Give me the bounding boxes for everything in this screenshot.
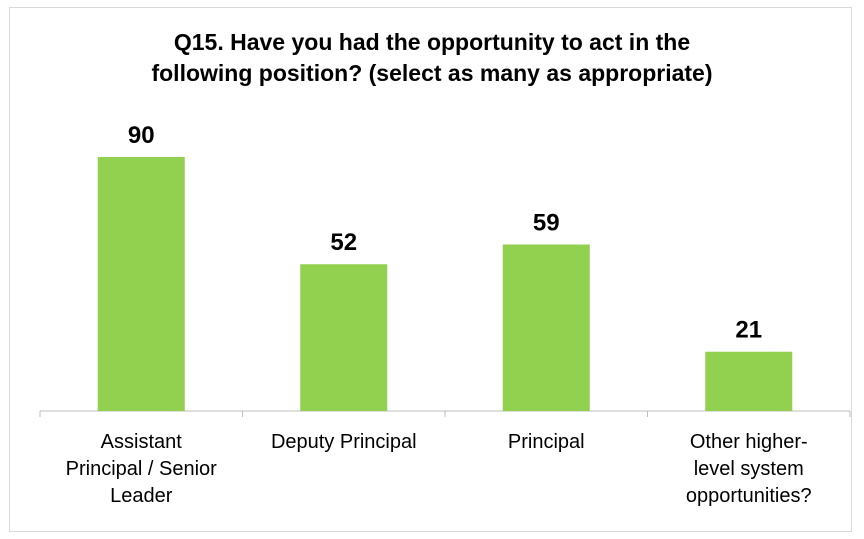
data-label-2: 52 xyxy=(330,229,357,256)
bar-4 xyxy=(705,351,793,411)
bar-2 xyxy=(300,264,388,411)
data-label-4: 21 xyxy=(735,317,762,344)
x-tick-label-3: Principal xyxy=(507,431,585,453)
x-tick-label-4: Other higher-level system opportunities? xyxy=(685,431,812,507)
x-tick-label-2: Deputy Principal xyxy=(270,431,417,453)
data-label-1: 90 xyxy=(128,122,155,149)
data-label-3: 59 xyxy=(533,209,560,236)
bar-3 xyxy=(502,244,590,411)
bar-1 xyxy=(97,157,185,411)
x-tick-label-1: Assistant Principal / Senior Leader xyxy=(65,431,217,507)
chart-title: Q15. Have you had the opportunity to act… xyxy=(151,29,713,86)
